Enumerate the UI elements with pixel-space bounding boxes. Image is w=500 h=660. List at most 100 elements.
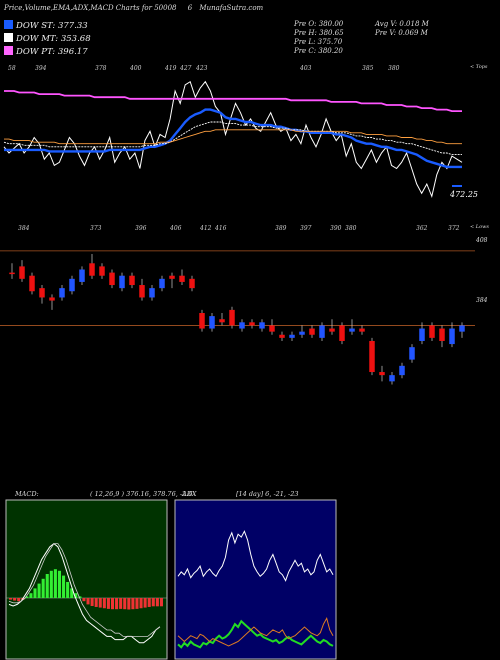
hline-label-low: 384 — [476, 297, 488, 304]
candle-body — [209, 316, 215, 329]
candle-body — [139, 285, 145, 298]
candle-body — [249, 322, 255, 326]
macd-histogram-bar — [98, 598, 102, 608]
candle-body — [29, 275, 35, 292]
macd-line — [8, 542, 161, 644]
macd-histogram-bar — [139, 598, 143, 609]
series-line-ema-short — [4, 108, 462, 169]
candle-body — [9, 272, 15, 275]
low-label: 397 — [300, 225, 312, 232]
low-label: 416 — [214, 225, 227, 232]
adx-series-minus-di — [177, 616, 334, 647]
candle-body — [459, 325, 465, 332]
macd-histogram-bar — [70, 588, 74, 598]
tops-label: < Tops — [470, 64, 488, 70]
legend-swatch — [4, 20, 13, 29]
macd-histogram-bar — [33, 588, 37, 598]
candle-body — [59, 288, 65, 298]
low-label: 362 — [416, 225, 428, 232]
candle-body — [259, 322, 265, 329]
candle-body — [129, 275, 135, 286]
legend-item-st: DOW ST: 377.33 — [4, 20, 88, 31]
candle-body — [399, 365, 405, 376]
top-label: 380 — [388, 65, 400, 72]
candle-body — [359, 328, 365, 332]
legend-item-mt: DOW MT: 353.68 — [4, 33, 91, 44]
low-label: 396 — [135, 225, 147, 232]
macd-title: MACD: — [15, 490, 39, 498]
stat-prev-volume: Pre V: 0.069 M — [375, 29, 428, 37]
low-label: 390 — [330, 225, 342, 232]
candle-body — [229, 309, 235, 326]
candle-body — [119, 275, 125, 289]
candle-body — [39, 288, 45, 298]
macd-histogram-bar — [102, 598, 106, 609]
stat-avg-volume: Avg V: 0.018 M — [375, 20, 429, 28]
candle-body — [109, 272, 115, 286]
candle-body — [329, 328, 335, 332]
candle-body — [169, 275, 175, 279]
candle-body — [69, 278, 75, 292]
low-label: 384 — [18, 225, 30, 232]
macd-histogram-bar — [57, 570, 62, 598]
stat-low: Pre L: 375.70 — [294, 38, 343, 46]
candle-body — [99, 266, 105, 276]
low-label: 380 — [345, 225, 357, 232]
series-line-ema-long — [4, 129, 462, 145]
candle-body — [289, 334, 295, 338]
candle-body — [429, 325, 435, 338]
candle-body — [299, 331, 305, 335]
macd-histogram-bar — [37, 583, 41, 598]
candle-body — [199, 313, 205, 329]
macd-histogram-bar — [127, 598, 131, 610]
macd-histogram-bar — [143, 598, 147, 608]
candle-body — [269, 325, 275, 332]
candle-body — [239, 322, 245, 329]
macd-histogram-bar — [151, 598, 155, 607]
candle-body — [19, 266, 25, 279]
macd-frame — [5, 499, 168, 660]
top-label: 58 — [8, 65, 16, 72]
macd-histogram-bar — [9, 598, 13, 600]
adx-series-plus-di — [177, 619, 334, 649]
last-price-label: 472.25 — [450, 190, 478, 199]
macd-histogram-bar — [45, 574, 49, 598]
macd-params: ( 12,26,9 ) 376.16, 378.76, -2.6 — [90, 490, 193, 498]
adx-series-adx — [177, 530, 334, 582]
macd-histogram-bar — [17, 598, 21, 602]
candle-body — [219, 319, 225, 323]
candle-body — [449, 328, 455, 345]
low-label: 372 — [448, 225, 460, 232]
adx-params: [14 day] 6, -21, -23 — [236, 490, 299, 498]
macd-histogram-bar — [147, 598, 151, 607]
chart-title: Price,Volume,EMA,ADX,MACD Charts for 500… — [4, 4, 263, 12]
macd-histogram-bar — [115, 598, 119, 610]
macd-histogram-bar — [94, 598, 98, 607]
adx-frame — [174, 499, 337, 660]
low-label: 373 — [90, 225, 102, 232]
top-label: 385 — [362, 65, 374, 72]
code-suffix: 6 — [187, 4, 193, 12]
macd-histogram-bar — [131, 598, 135, 610]
stat-high: Pre H: 380.65 — [294, 29, 344, 37]
lows-label: < Lows — [470, 224, 489, 230]
macd-histogram-bar — [25, 596, 29, 598]
top-label: 419 — [164, 65, 177, 72]
macd-histogram-bar — [155, 598, 159, 607]
top-label: 403 — [299, 65, 312, 72]
candle-body — [319, 325, 325, 338]
macd-histogram-bar — [74, 593, 78, 598]
macd-signal-line — [8, 543, 161, 637]
macd-histogram-bar — [62, 575, 66, 598]
macd-histogram-bar — [78, 596, 82, 598]
candle-body — [279, 334, 285, 338]
legend-swatch — [4, 33, 13, 42]
candle-body — [49, 297, 55, 301]
candle-body — [89, 263, 95, 276]
candle-body — [309, 328, 315, 335]
candle-body — [339, 325, 345, 341]
low-label: 406 — [169, 225, 182, 232]
candle-body — [389, 375, 395, 382]
